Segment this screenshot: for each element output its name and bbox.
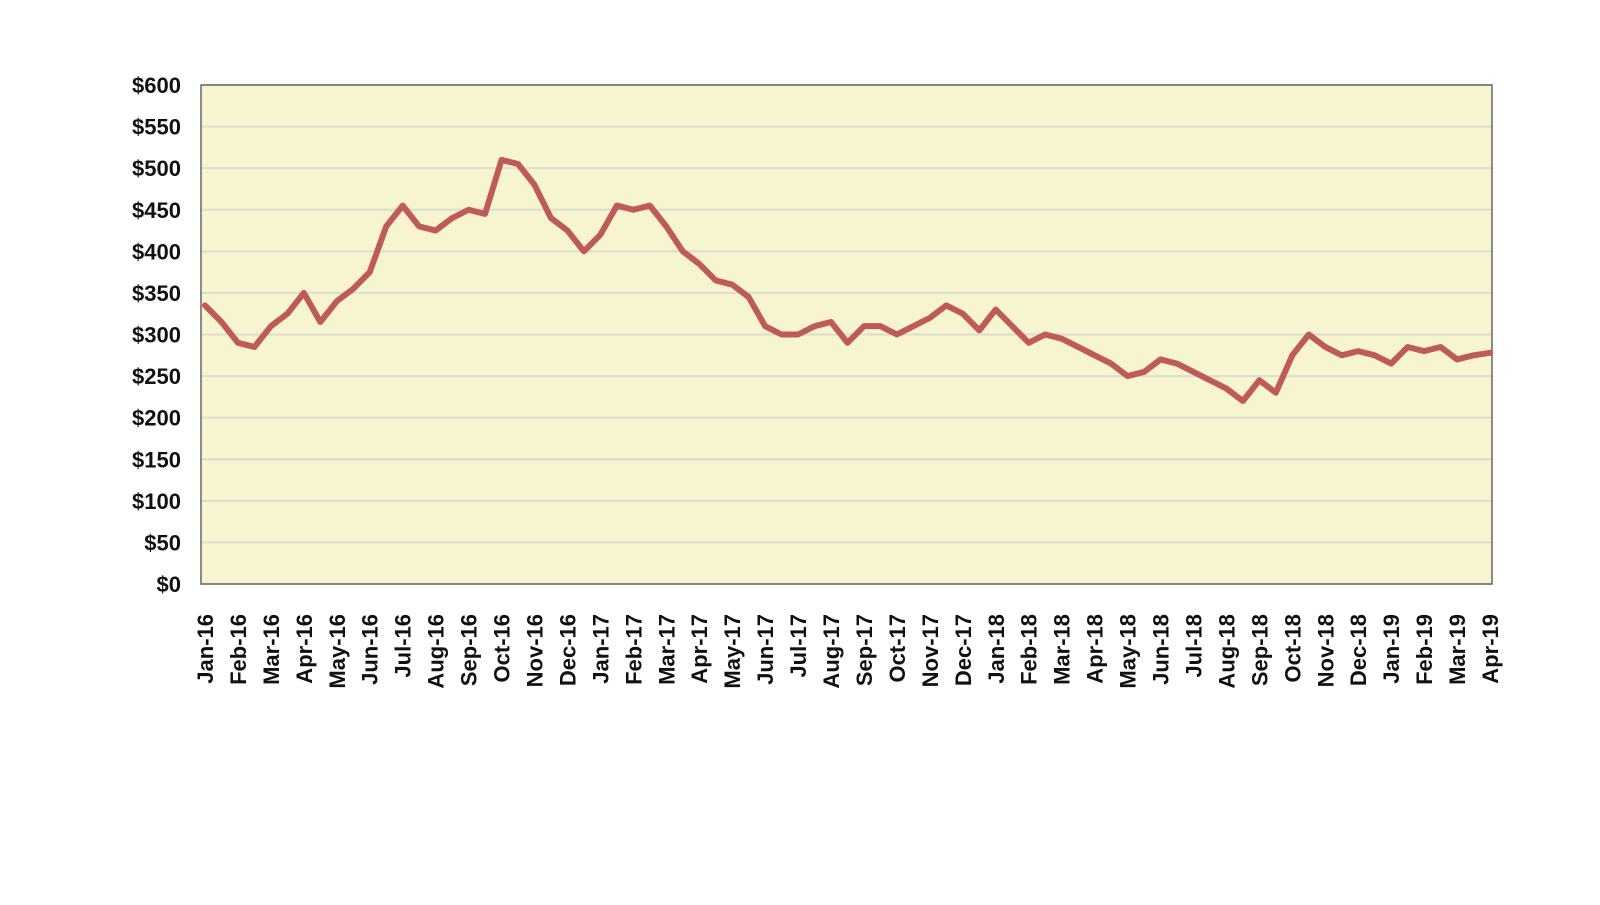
y-tick-label: $600	[132, 73, 181, 98]
y-tick-label: $550	[132, 115, 181, 140]
x-tick-label: May-17	[720, 614, 745, 689]
y-tick-label: $300	[132, 323, 181, 348]
y-tick-label: $100	[132, 489, 181, 514]
x-tick-label: Jul-18	[1181, 614, 1206, 678]
x-tick-label: Jan-18	[984, 614, 1009, 684]
x-tick-label: Jul-16	[391, 614, 416, 678]
x-tick-label: Feb-19	[1412, 614, 1437, 685]
y-tick-label: $0	[157, 572, 181, 597]
plot-border	[200, 84, 1493, 585]
y-tick-label: $500	[132, 156, 181, 181]
x-tick-label: Mar-19	[1445, 614, 1470, 685]
x-tick-label: Apr-17	[687, 614, 712, 684]
x-tick-label: Nov-18	[1313, 614, 1338, 687]
x-tick-label: Aug-18	[1214, 614, 1239, 689]
x-tick-label: Mar-17	[654, 614, 679, 685]
y-tick-label: $150	[132, 447, 181, 472]
x-tick-label: Oct-17	[885, 614, 910, 682]
x-tick-label: Jun-18	[1149, 614, 1174, 685]
x-tick-label: Apr-18	[1083, 614, 1108, 684]
y-tick-label: $250	[132, 364, 181, 389]
x-tick-label: Dec-17	[951, 614, 976, 686]
x-tick-label: May-18	[1116, 614, 1141, 689]
x-tick-label: Jan-17	[588, 614, 613, 684]
x-tick-label: Sep-18	[1247, 614, 1272, 686]
x-tick-label: Oct-16	[490, 614, 515, 682]
x-tick-label: May-16	[325, 614, 350, 689]
y-tick-label: $200	[132, 406, 181, 431]
x-tick-label: Jun-16	[358, 614, 383, 685]
x-tick-label: Feb-18	[1017, 614, 1042, 685]
x-tick-label: Apr-16	[292, 614, 317, 684]
y-tick-label: $350	[132, 281, 181, 306]
x-tick-label: Jan-16	[193, 614, 218, 684]
x-tick-label: Mar-16	[259, 614, 284, 685]
x-tick-label: Aug-17	[819, 614, 844, 689]
x-tick-label: Jul-17	[786, 614, 811, 678]
x-tick-label: Sep-17	[852, 614, 877, 686]
x-tick-label: Nov-16	[522, 614, 547, 687]
x-tick-label: Aug-16	[424, 614, 449, 689]
x-tick-label: Jan-19	[1379, 614, 1404, 684]
x-tick-label: Jun-17	[753, 614, 778, 685]
x-tick-label: Nov-17	[918, 614, 943, 687]
x-tick-label: Sep-16	[457, 614, 482, 686]
x-tick-label: Mar-18	[1050, 614, 1075, 685]
x-tick-label: Dec-16	[555, 614, 580, 686]
y-tick-label: $50	[144, 530, 181, 555]
x-tick-label: Dec-18	[1346, 614, 1371, 686]
x-tick-label: Feb-16	[226, 614, 251, 685]
x-tick-label: Apr-19	[1478, 614, 1503, 684]
x-tick-label: Feb-17	[621, 614, 646, 685]
x-tick-label: Oct-18	[1280, 614, 1305, 682]
line	[202, 156, 1493, 405]
y-tick-label: $450	[132, 198, 181, 223]
y-tick-label: $400	[132, 239, 181, 264]
